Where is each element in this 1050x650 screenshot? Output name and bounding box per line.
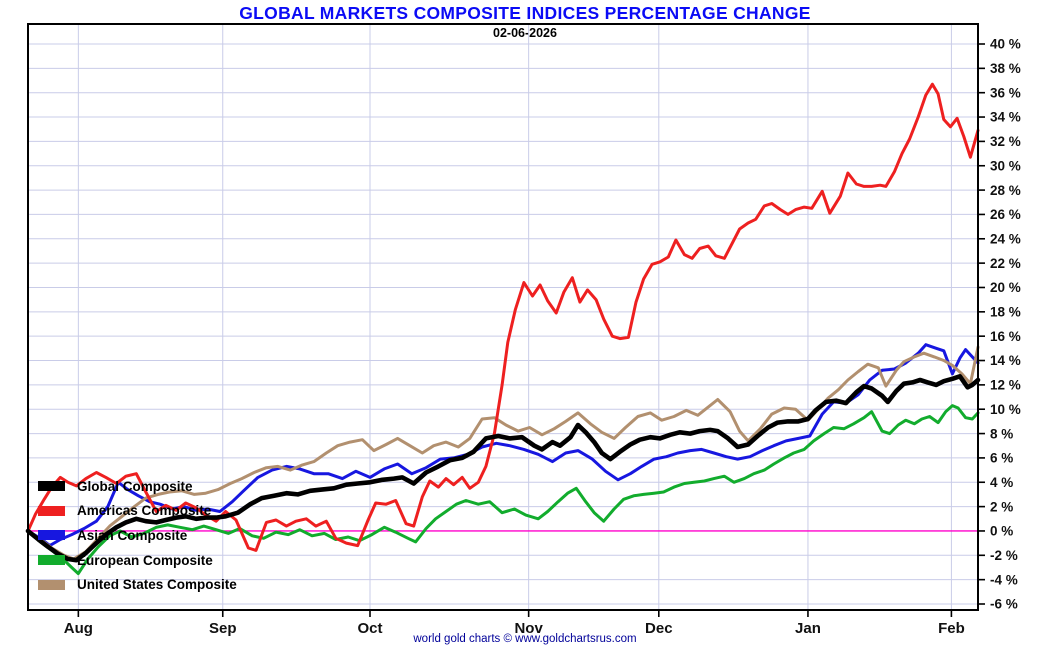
y-tick-label: 6 %	[990, 451, 1013, 466]
legend-item-americas: Americas Composite	[38, 499, 237, 524]
legend-swatch-european-icon	[38, 555, 65, 566]
x-tick-label-sep: Sep	[209, 620, 237, 637]
x-tick-label-jan: Jan	[795, 620, 821, 637]
y-tick-label: 36 %	[990, 85, 1021, 100]
y-tick-label: 28 %	[990, 183, 1021, 198]
series-line-european-composite	[26, 404, 980, 576]
legend-item-asian: Asian Composite	[38, 523, 237, 548]
legend-item-global: Global Composite	[38, 474, 237, 499]
legend-item-united-states: United States Composite	[38, 572, 237, 597]
y-tick-label: 30 %	[990, 158, 1021, 173]
x-tick-label-nov: Nov	[514, 620, 543, 637]
y-tick-label: 22 %	[990, 256, 1021, 271]
x-tick-label-aug: Aug	[64, 620, 93, 637]
y-tick-label: 18 %	[990, 305, 1021, 320]
legend-item-european: European Composite	[38, 548, 237, 573]
y-tick-label: -2 %	[990, 548, 1018, 563]
credit-line: world gold charts © www.goldchartsrus.co…	[413, 633, 637, 645]
y-tick-label: 0 %	[990, 524, 1013, 539]
legend-swatch-global-icon	[38, 481, 65, 492]
chart-legend: Global Composite Americas Composite Asia…	[38, 474, 237, 597]
series-line-united-states-composite	[26, 345, 980, 561]
y-tick-label: 8 %	[990, 426, 1013, 441]
y-tick-label: 24 %	[990, 231, 1021, 246]
series-line-global-composite	[25, 373, 981, 563]
y-tick-label: 2 %	[990, 499, 1013, 514]
y-tick-label: 38 %	[990, 61, 1021, 76]
y-tick-label: -4 %	[990, 572, 1018, 587]
legend-label-asian: Asian Composite	[77, 527, 188, 543]
y-tick-label: -6 %	[990, 597, 1018, 612]
series-line-americas-composite	[26, 82, 980, 552]
legend-label-global: Global Composite	[77, 478, 193, 494]
legend-label-americas: Americas Composite	[77, 503, 212, 519]
legend-swatch-asian-icon	[38, 530, 65, 541]
legend-label-united-states: United States Composite	[77, 577, 237, 593]
x-tick-label-dec: Dec	[645, 620, 673, 637]
x-tick-label-feb: Feb	[938, 620, 965, 637]
y-tick-label: 34 %	[990, 110, 1021, 125]
y-tick-label: 12 %	[990, 378, 1021, 393]
y-tick-label: 14 %	[990, 353, 1021, 368]
y-tick-label: 20 %	[990, 280, 1021, 295]
y-tick-label: 32 %	[990, 134, 1021, 149]
y-tick-label: 10 %	[990, 402, 1021, 417]
chart-date-label: 02-06-2026	[493, 26, 557, 40]
x-tick-label-oct: Oct	[357, 620, 382, 637]
legend-label-european: European Composite	[77, 552, 213, 568]
y-tick-label: 40 %	[990, 37, 1021, 52]
legend-swatch-united-states-icon	[38, 579, 65, 590]
legend-swatch-americas-icon	[38, 505, 65, 516]
plot-frame	[27, 23, 979, 611]
chart-title: GLOBAL MARKETS COMPOSITE INDICES PERCENT…	[239, 3, 811, 23]
y-axis-labels: 40 % 38 % 36 % 34 % 32 % 30 % 28 % 26 % 24 % 22 %…	[978, 37, 1021, 612]
y-tick-label: 16 %	[990, 329, 1021, 344]
x-axis-labels: Aug Sep Oct Nov Dec Jan Feb	[64, 610, 965, 637]
y-tick-label: 4 %	[990, 475, 1013, 490]
series-lines	[25, 82, 981, 576]
y-tick-label: 26 %	[990, 207, 1021, 222]
